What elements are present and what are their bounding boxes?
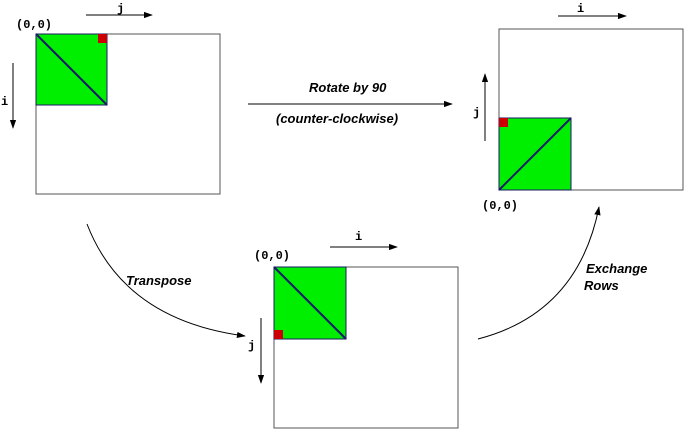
matrix-rotated-i-label: i — [577, 2, 584, 16]
matrix-original-diagonal — [35, 33, 108, 106]
transpose-label: Transpose — [126, 273, 192, 288]
matrix-transposed-i-label: i — [355, 230, 362, 244]
matrix-rotated-box — [498, 28, 684, 191]
matrix-transposed-origin-label: (0,0) — [254, 249, 290, 263]
transpose-operation: Transpose — [86, 223, 246, 339]
matrix-rotated-marker — [499, 118, 508, 127]
matrix-transposed: (0,0) i j — [248, 230, 459, 429]
matrix-original-box — [35, 33, 221, 195]
exchange-rows-arrow — [477, 206, 601, 340]
matrix-original-i-label: i — [1, 95, 8, 109]
matrix-rotated-diagonal — [498, 117, 572, 191]
matrix-rotated-j-label: j — [473, 106, 480, 120]
matrix-original-j-label: j — [117, 2, 124, 16]
matrix-rotated: (0,0) i j — [473, 2, 684, 213]
exchange-label: Exchange — [586, 261, 647, 276]
matrix-rotated-origin-label: (0,0) — [482, 199, 518, 213]
matrix-original-marker — [98, 34, 107, 43]
rotate-operation: Rotate by 90 (counter-clockwise) — [248, 80, 453, 126]
exchange-rows-operation: Exchange Rows — [477, 206, 647, 340]
matrix-transposed-box — [273, 266, 459, 429]
matrix-transposed-marker — [274, 330, 283, 339]
rotate-label: Rotate by 90 — [309, 80, 387, 95]
matrix-transposed-j-label: j — [248, 339, 255, 353]
matrix-original: (0,0) j i — [1, 2, 221, 195]
rows-label: Rows — [584, 278, 619, 293]
transpose-arrow — [86, 223, 246, 339]
rotate-direction-label: (counter-clockwise) — [276, 111, 398, 126]
matrix-transposed-diagonal — [273, 266, 347, 340]
matrix-original-origin-label: (0,0) — [16, 18, 52, 32]
